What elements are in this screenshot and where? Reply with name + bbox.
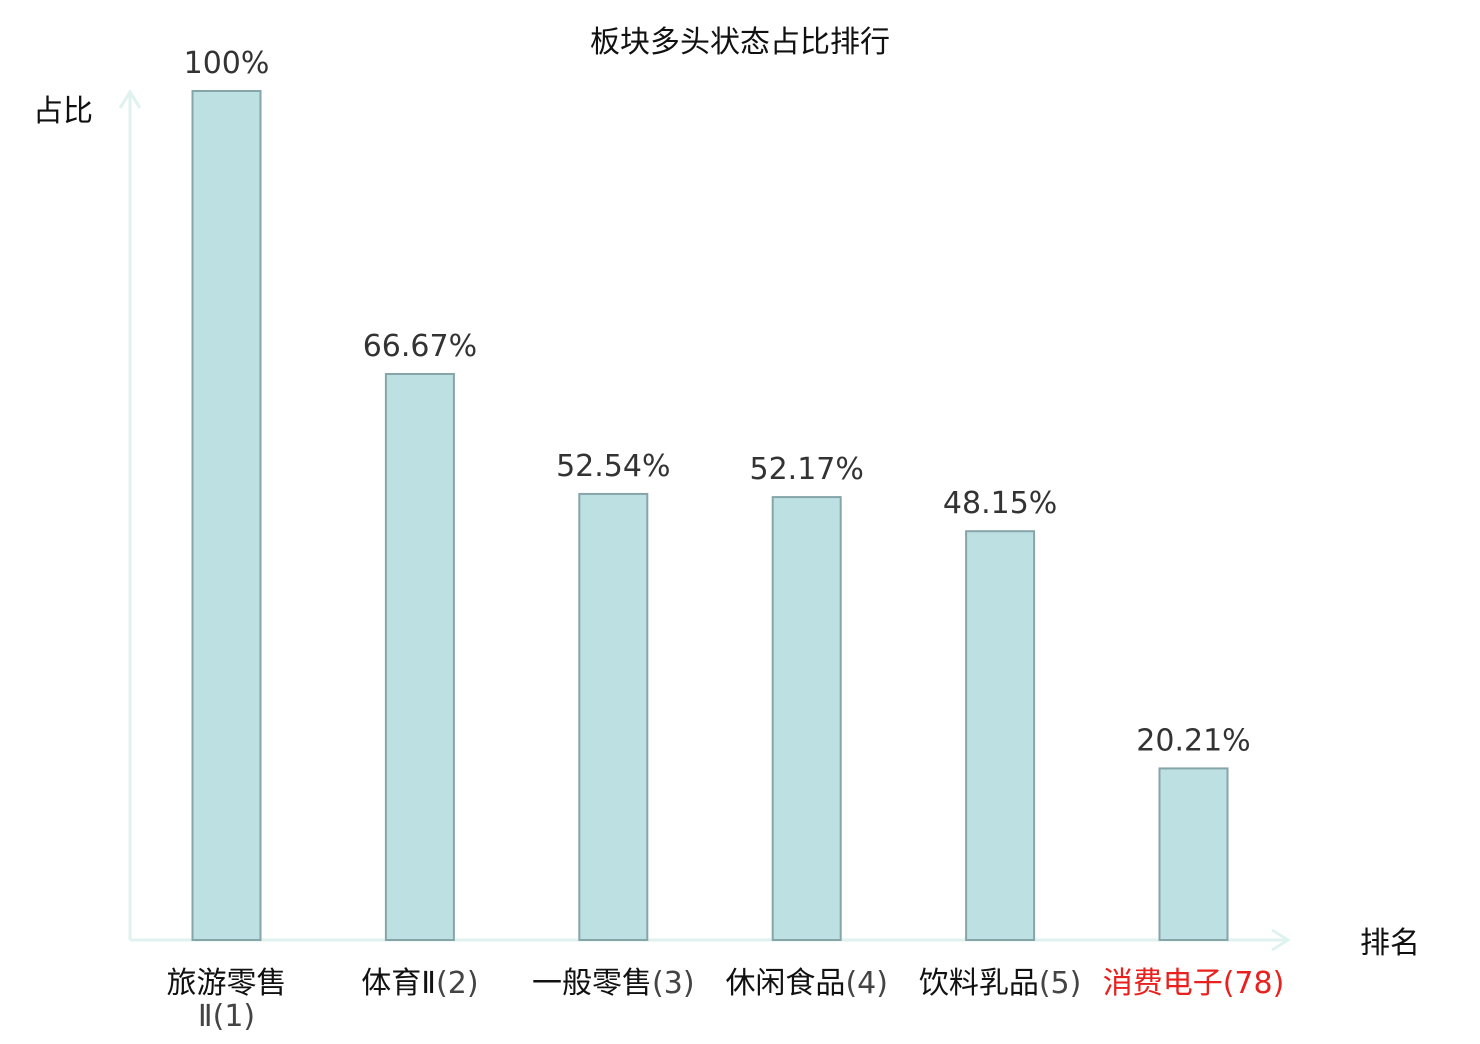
x-tick-label-name: 体育Ⅱ [361,966,436,1001]
bar [1158,767,1229,942]
x-tick-label-rank: (4) [845,966,888,1001]
bar [965,530,1036,941]
bar-value-label: 52.54% [556,449,670,484]
bars-group [191,90,1229,942]
x-tick-label-line-1: 旅游零售 [167,966,287,1001]
x-tick-label-rank: (2) [436,966,479,1001]
bar-value-label: 48.15% [943,486,1057,521]
x-tick-label: 旅游零售 Ⅱ(1) [167,966,287,1034]
x-tick-label: 一般零售(3) [532,966,695,1001]
bar [771,496,842,941]
x-tick-label-name: 休闲食品 [725,966,845,1001]
y-axis-arrowhead [118,89,142,109]
bar-value-label: 66.67% [363,329,477,364]
bar-value-label: 100% [184,46,270,81]
axes [118,89,1291,952]
x-axis-label: 排名 [1360,926,1420,961]
value-labels-group: 100% 66.67% 52.54% 52.17% 48.15% 20.21% [184,46,1251,758]
bar [578,492,649,941]
x-tick-label-name: 消费电子 [1103,966,1223,1001]
bar-value-label: 20.21% [1136,723,1250,758]
x-tick-label: 休闲食品(4) [725,966,888,1001]
chart-title: 板块多头状态占比排行 [590,25,890,60]
x-tick-label-rank: (3) [652,966,695,1001]
tick-labels-group: 旅游零售 Ⅱ(1)体育Ⅱ(2) 一般零售(3) 休闲食品(4) 饮料乳品(5) 消费电子(… [167,966,1285,1034]
bar [384,372,455,942]
x-tick-label-rank: (5) [1039,966,1082,1001]
x-axis-arrowhead [1271,928,1291,952]
x-tick-label: 饮料乳品(5) [919,966,1082,1001]
x-tick-label-line-2: Ⅱ(1) [198,999,255,1034]
bar-value-label: 52.17% [750,452,864,487]
bar [191,90,262,941]
x-tick-label: 消费电子(78) [1103,966,1285,1001]
x-tick-label-name: 饮料乳品 [919,966,1039,1001]
x-tick-label-rank: (78) [1223,966,1285,1001]
y-axis-label: 占比 [33,94,93,129]
x-tick-label: 体育Ⅱ(2) [361,966,478,1001]
x-tick-label-name: 一般零售 [532,966,652,1001]
